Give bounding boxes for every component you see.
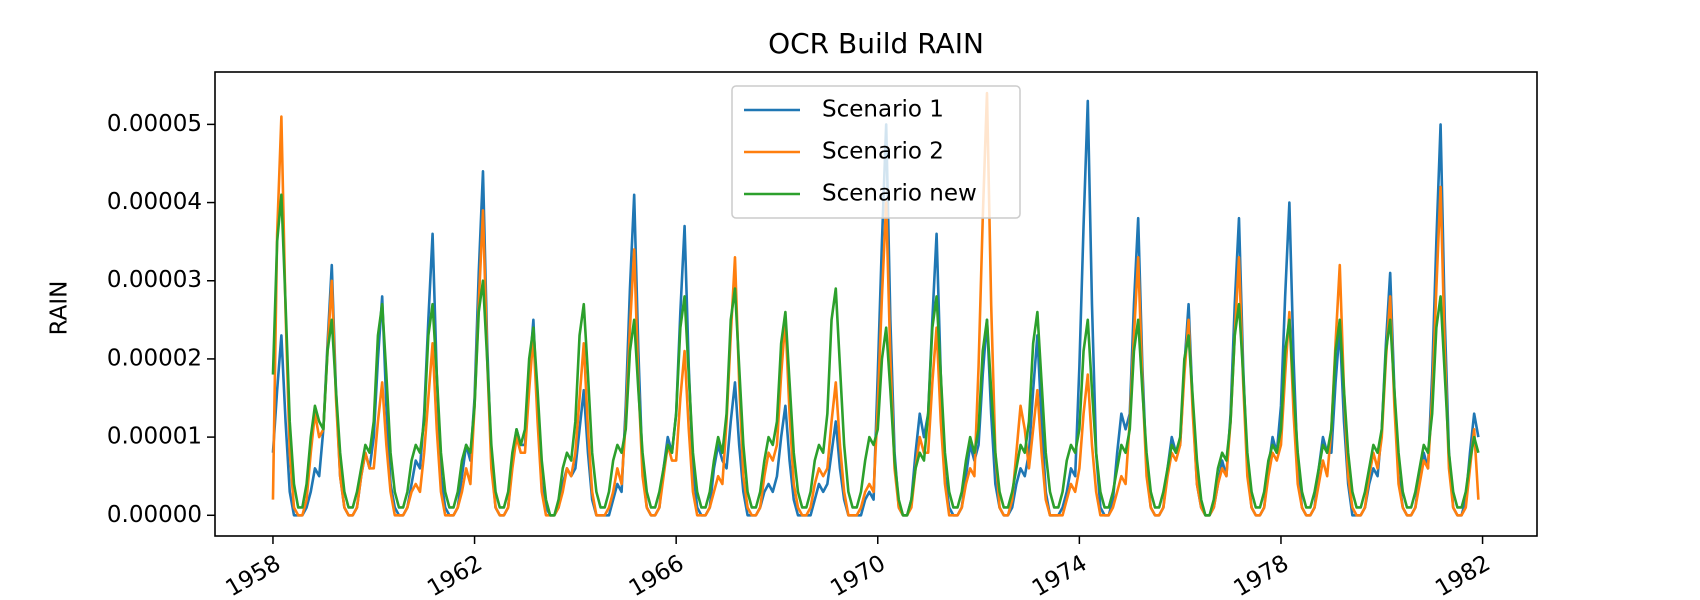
y-tick-label: 0.00004 [107, 189, 202, 215]
legend-label: Scenario new [822, 181, 977, 207]
y-tick-label: 0.00005 [107, 111, 202, 137]
y-tick-label: 0.00002 [107, 345, 202, 371]
y-tick-label: 0.00000 [107, 502, 202, 528]
series-line [271, 193, 1480, 517]
legend-label: Scenario 2 [822, 139, 944, 165]
y-tick-label: 0.00001 [107, 424, 202, 450]
legend-label: Scenario 1 [822, 97, 944, 123]
plot-frame [214, 71, 1538, 537]
y-tick-label: 0.00003 [107, 267, 202, 293]
legend: Scenario 1 Scenario 2 Scenario new [731, 85, 1021, 219]
y-axis-label: RAIN [47, 281, 73, 336]
chart-title: OCR Build RAIN [768, 27, 984, 60]
legend-box [731, 85, 1021, 219]
